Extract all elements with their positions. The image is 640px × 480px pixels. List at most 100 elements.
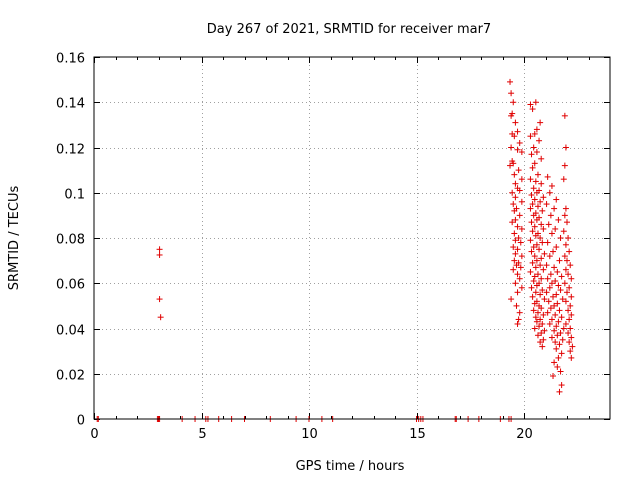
data-point xyxy=(543,262,550,269)
data-point xyxy=(510,266,517,273)
data-point xyxy=(514,146,521,153)
data-point xyxy=(566,339,573,346)
data-point xyxy=(528,192,535,199)
data-point xyxy=(530,212,537,219)
data-point xyxy=(539,320,546,327)
data-point xyxy=(566,248,573,255)
data-point xyxy=(556,341,563,348)
data-point xyxy=(512,250,519,257)
data-point xyxy=(558,350,565,357)
data-point xyxy=(559,336,566,343)
data-point xyxy=(555,354,562,361)
data-point xyxy=(561,112,568,119)
data-point xyxy=(531,273,538,280)
data-point xyxy=(530,277,537,284)
data-point xyxy=(527,176,534,183)
data-point xyxy=(516,139,523,146)
data-point xyxy=(541,296,548,303)
data-point xyxy=(531,325,538,332)
data-point xyxy=(529,106,536,113)
data-point xyxy=(531,160,538,167)
data-point xyxy=(534,309,541,316)
data-point xyxy=(568,311,575,318)
data-point xyxy=(514,320,521,327)
data-point xyxy=(551,302,558,309)
data-point xyxy=(517,264,524,271)
data-point xyxy=(512,119,519,126)
data-point xyxy=(569,343,576,350)
data-point xyxy=(562,298,569,305)
data-point xyxy=(558,314,565,321)
y-tick-label: 0.08 xyxy=(56,233,85,248)
data-point xyxy=(537,316,544,323)
data-point xyxy=(516,309,523,316)
data-point xyxy=(567,348,574,355)
data-point xyxy=(508,90,515,97)
data-point xyxy=(532,314,539,321)
data-point xyxy=(516,187,523,194)
data-point xyxy=(529,228,536,235)
data-point xyxy=(529,164,536,171)
x-tick-label: 15 xyxy=(409,427,426,442)
data-point xyxy=(553,345,560,352)
data-point xyxy=(537,119,544,126)
data-point xyxy=(545,221,552,228)
y-tick-label: 0.1 xyxy=(64,188,85,203)
data-point xyxy=(544,309,551,316)
data-point xyxy=(530,307,537,314)
data-point xyxy=(514,128,521,135)
y-tick-label: 0.02 xyxy=(56,369,85,384)
data-point xyxy=(533,318,540,325)
data-point xyxy=(544,173,551,180)
data-point xyxy=(527,101,534,108)
data-point xyxy=(531,130,538,137)
data-point xyxy=(531,223,538,230)
data-point xyxy=(515,167,522,174)
data-point xyxy=(512,216,519,223)
data-point xyxy=(538,180,545,187)
data-point xyxy=(561,280,568,287)
data-point xyxy=(541,250,548,257)
data-point xyxy=(548,334,555,341)
data-point xyxy=(533,149,540,156)
data-point xyxy=(532,264,539,271)
data-point xyxy=(156,246,163,253)
data-point xyxy=(529,293,536,300)
data-point xyxy=(540,266,547,273)
data-point xyxy=(547,271,554,278)
data-point xyxy=(531,300,538,307)
data-point xyxy=(508,112,515,119)
data-point xyxy=(516,275,523,282)
data-point xyxy=(564,219,570,226)
data-point xyxy=(557,287,564,294)
data-point xyxy=(567,262,574,269)
data-point xyxy=(564,257,570,264)
x-tick-label: 20 xyxy=(516,427,533,442)
data-point xyxy=(555,216,562,223)
data-point xyxy=(511,257,518,264)
data-point xyxy=(510,160,517,167)
x-axis-label: GPS time / hours xyxy=(296,459,405,474)
data-point xyxy=(544,275,551,282)
data-point xyxy=(511,171,518,178)
data-point xyxy=(538,305,545,312)
data-point xyxy=(557,330,564,337)
data-point xyxy=(510,201,517,208)
data-point xyxy=(551,205,558,212)
data-point xyxy=(548,316,555,323)
data-point xyxy=(541,327,548,334)
data-point xyxy=(556,307,563,314)
data-point xyxy=(530,244,537,251)
data-point xyxy=(562,266,569,273)
data-point xyxy=(565,271,572,278)
data-point xyxy=(564,289,570,296)
data-point xyxy=(551,327,558,334)
y-tick-label: 0.04 xyxy=(56,324,85,339)
data-point xyxy=(516,212,523,219)
data-point xyxy=(552,277,559,284)
data-point xyxy=(552,339,559,346)
data-point xyxy=(553,244,560,251)
data-point xyxy=(531,196,538,203)
data-point xyxy=(517,239,524,246)
data-point xyxy=(554,332,561,339)
